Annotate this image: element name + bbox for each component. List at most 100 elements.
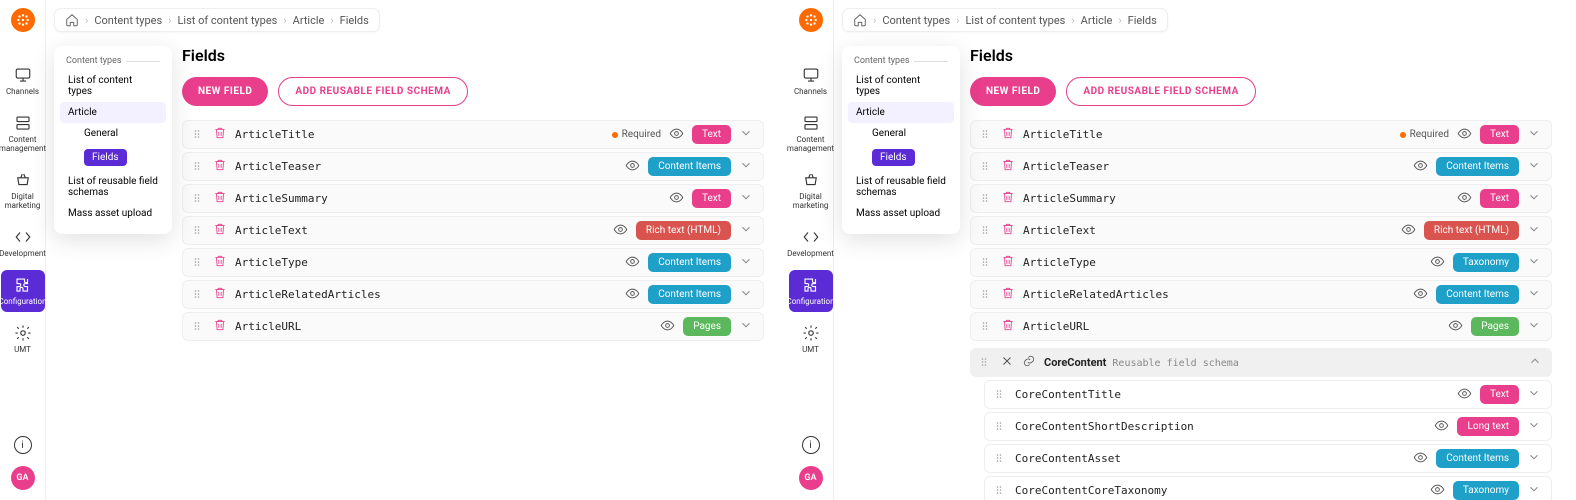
delete-icon[interactable] [1001,254,1015,271]
delete-icon[interactable] [213,318,227,335]
visibility-icon[interactable] [669,126,684,144]
add-reusable-button[interactable]: ADD REUSABLE FIELD SCHEMA [1066,77,1255,106]
delete-icon[interactable] [1001,222,1015,239]
nav-item[interactable]: Mass asset upload [848,203,954,224]
nav-item[interactable]: General [864,123,954,144]
visibility-icon[interactable] [625,158,640,176]
delete-icon[interactable] [1001,126,1015,143]
add-reusable-button[interactable]: ADD REUSABLE FIELD SCHEMA [278,77,467,106]
expand-icon[interactable] [739,254,753,271]
delete-icon[interactable] [213,158,227,175]
field-name: ArticleType [235,256,617,269]
rail-configuration[interactable]: Configuration [789,270,833,312]
visibility-icon[interactable] [1430,254,1445,272]
expand-icon[interactable] [739,190,753,207]
collapse-icon[interactable] [1528,354,1542,371]
expand-icon[interactable] [1527,286,1541,303]
visibility-icon[interactable] [1448,318,1463,336]
delete-icon[interactable] [213,222,227,239]
rail-umt[interactable]: UMT [789,318,833,360]
required-badge: Required [612,129,661,140]
expand-icon[interactable] [1527,126,1541,143]
visibility-icon[interactable] [613,222,628,240]
expand-icon[interactable] [1527,222,1541,239]
expand-icon[interactable] [1527,158,1541,175]
expand-icon[interactable] [1527,318,1541,335]
delete-icon[interactable] [1001,158,1015,175]
nav-item[interactable]: List of reusable field schemas [848,171,954,203]
crumb[interactable]: List of content types [965,14,1065,27]
rail-development[interactable]: Development [789,222,833,264]
required-badge: Required [1400,129,1449,140]
delete-icon[interactable] [1001,318,1015,335]
rail-umt[interactable]: UMT [1,318,45,360]
expand-icon[interactable] [739,318,753,335]
rail-content-management[interactable]: Content management [789,108,833,159]
nav-item[interactable]: List of content types [60,70,166,102]
new-field-button[interactable]: NEW FIELD [970,77,1056,106]
visibility-icon[interactable] [625,254,640,272]
visibility-icon[interactable] [1430,482,1445,500]
visibility-icon[interactable] [1401,222,1416,240]
info-icon[interactable]: i [802,436,820,454]
visibility-icon[interactable] [1413,286,1428,304]
nav-item[interactable]: Mass asset upload [60,203,166,224]
nav-heading: Content types [66,56,160,66]
rail-channels[interactable]: Channels [1,60,45,102]
expand-icon[interactable] [1527,482,1541,499]
crumb[interactable]: Content types [882,14,950,27]
delete-icon[interactable] [213,126,227,143]
nav-item[interactable]: Fields [76,144,166,171]
nav-item[interactable]: List of reusable field schemas [60,171,166,203]
expand-icon[interactable] [1527,450,1541,467]
remove-icon[interactable] [1000,354,1014,371]
expand-icon[interactable] [1527,386,1541,403]
delete-icon[interactable] [213,190,227,207]
rail-development[interactable]: Development [1,222,45,264]
nav-item[interactable]: Article [60,102,166,123]
visibility-icon[interactable] [1413,450,1428,468]
avatar[interactable]: GA [799,466,823,490]
rail-content-management[interactable]: Content management [1,108,45,159]
visibility-icon[interactable] [660,318,675,336]
crumb[interactable]: Content types [94,14,162,27]
expand-icon[interactable] [739,158,753,175]
expand-icon[interactable] [739,222,753,239]
type-tag: Content Items [648,253,731,272]
delete-icon[interactable] [213,286,227,303]
visibility-icon[interactable] [1457,190,1472,208]
crumb[interactable]: List of content types [177,14,277,27]
visibility-icon[interactable] [625,286,640,304]
rail-channels[interactable]: Channels [789,60,833,102]
visibility-icon[interactable] [1457,126,1472,144]
visibility-icon[interactable] [669,190,684,208]
crumb[interactable]: Article [1081,14,1113,27]
crumb[interactable]: Article [293,14,325,27]
nav-item[interactable]: Article [848,102,954,123]
type-tag: Text [1480,125,1519,144]
expand-icon[interactable] [739,286,753,303]
delete-icon[interactable] [213,254,227,271]
new-field-button[interactable]: NEW FIELD [182,77,268,106]
delete-icon[interactable] [1001,286,1015,303]
nav-item[interactable]: General [76,123,166,144]
nav-item[interactable]: List of content types [848,70,954,102]
expand-icon[interactable] [1527,418,1541,435]
rail-digital-marketing[interactable]: Digital marketing [1,165,45,216]
field-row: ArticleSummary Text [182,184,764,213]
nav-item[interactable]: Fields [864,144,954,171]
crumb[interactable]: Fields [340,14,369,27]
delete-icon[interactable] [1001,190,1015,207]
crumb[interactable]: Fields [1128,14,1157,27]
expand-icon[interactable] [1527,254,1541,271]
visibility-icon[interactable] [1413,158,1428,176]
rail-configuration[interactable]: Configuration [1,270,45,312]
expand-icon[interactable] [739,126,753,143]
expand-icon[interactable] [1527,190,1541,207]
info-icon[interactable]: i [14,436,32,454]
visibility-icon[interactable] [1457,386,1472,404]
rail-digital-marketing[interactable]: Digital marketing [789,165,833,216]
avatar[interactable]: GA [11,466,35,490]
visibility-icon[interactable] [1434,418,1449,436]
field-name: ArticleSummary [235,192,661,205]
